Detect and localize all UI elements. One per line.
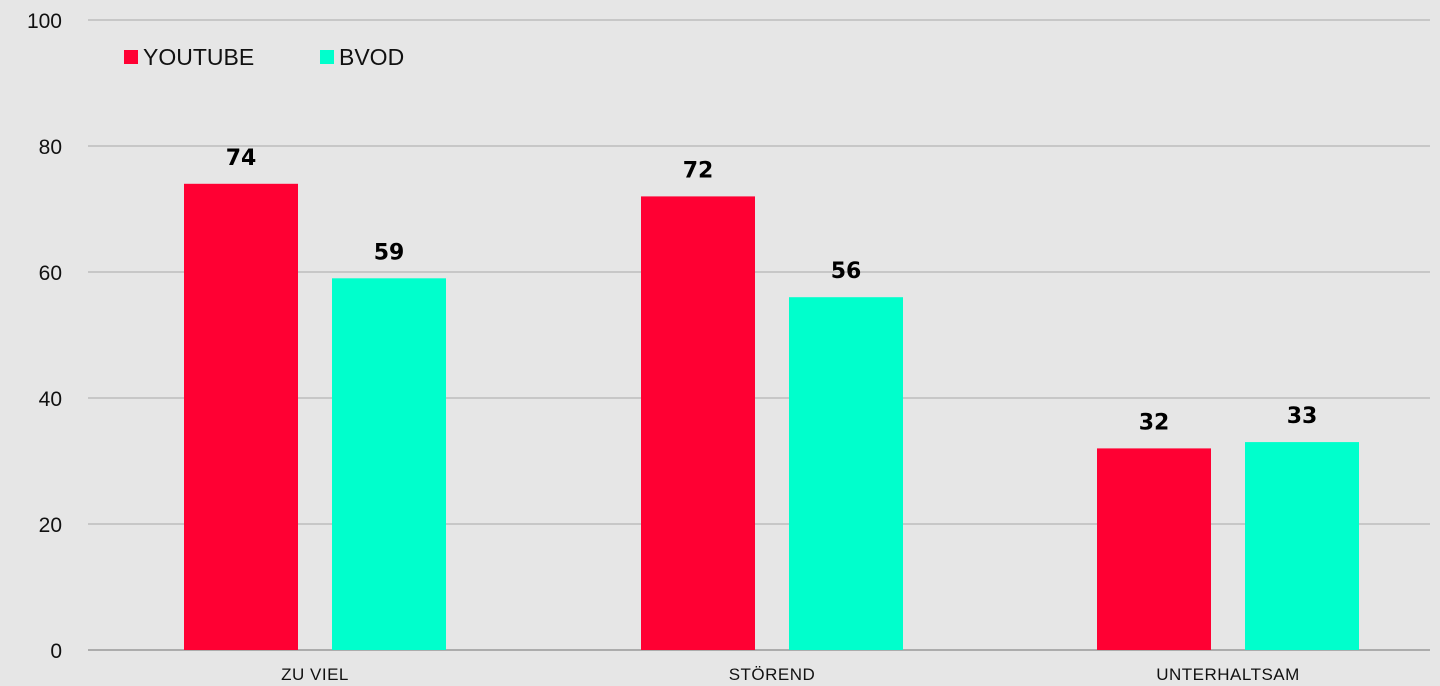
category-label-1: ZU VIEL: [281, 665, 349, 684]
bar-youtube-1: [184, 183, 298, 651]
bar-bvod-3: [1245, 442, 1359, 650]
bar-bvod-1: [332, 278, 446, 650]
category-label-2: STÖREND: [729, 665, 816, 684]
legend-label-youtube: YOUTUBE: [143, 44, 254, 70]
legend-swatch-bvod: [320, 50, 334, 64]
data-label-bvod-2: 56: [831, 259, 862, 284]
data-label-bvod-3: 33: [1287, 404, 1318, 429]
bar-youtube-3: [1097, 448, 1211, 650]
legend-label-bvod: BVOD: [339, 44, 404, 70]
category-label-3: UNTERHALTSAM: [1156, 665, 1300, 684]
y-tick-label-80: 80: [39, 136, 62, 159]
bars: [184, 183, 1359, 651]
legend: YOUTUBE BVOD: [124, 44, 404, 70]
data-label-bvod-1: 59: [374, 240, 405, 265]
data-labels: 74 72 32 59 56 33: [226, 146, 1318, 436]
data-label-youtube-3: 32: [1139, 410, 1170, 435]
y-axis-ticks: 0 20 40 60 80 100: [27, 10, 62, 663]
y-tick-label-40: 40: [39, 388, 62, 411]
data-label-youtube-1: 74: [226, 146, 257, 171]
data-label-youtube-2: 72: [683, 158, 714, 183]
x-axis-categories: ZU VIEL STÖREND UNTERHALTSAM: [281, 665, 1300, 684]
y-tick-label-100: 100: [27, 10, 62, 33]
y-tick-label-60: 60: [39, 262, 62, 285]
bar-youtube-2: [641, 196, 755, 650]
legend-swatch-youtube: [124, 50, 138, 64]
y-tick-label-20: 20: [39, 514, 62, 537]
y-tick-label-0: 0: [50, 640, 62, 663]
bar-bvod-2: [789, 297, 903, 650]
